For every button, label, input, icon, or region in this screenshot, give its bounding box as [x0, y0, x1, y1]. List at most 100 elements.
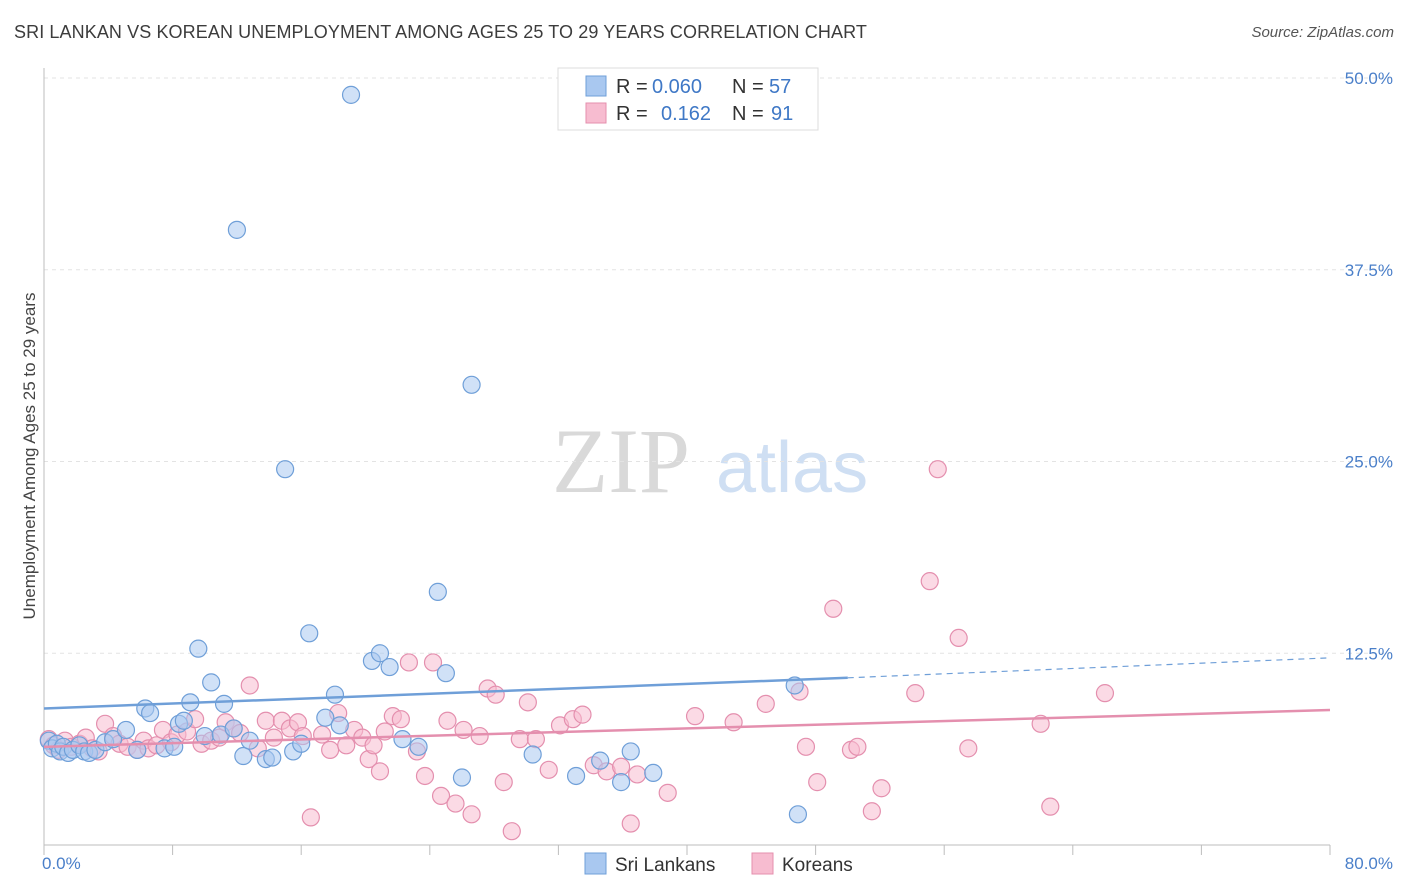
srilankan-point [227, 220, 246, 239]
stats-legend-n-label-2: N = [732, 103, 764, 125]
srilankan-point [436, 664, 455, 683]
korean-point [370, 762, 390, 781]
korean-point [658, 783, 677, 802]
korean-point [494, 773, 513, 792]
korean-point [685, 707, 705, 726]
korean-point [808, 773, 827, 792]
stats-legend-r-label-2: R = [616, 103, 648, 125]
korean-point [573, 705, 592, 724]
korean-point [462, 805, 481, 824]
series-legend-label-srilankan: Sri Lankans [615, 855, 715, 876]
watermark-atlas: atlas [716, 428, 868, 508]
srilankan-point [611, 773, 631, 792]
korean-point [256, 711, 275, 730]
srilankan-point [234, 746, 253, 766]
stats-legend-n-label-1: N = [732, 76, 764, 98]
srilankan-point [116, 720, 136, 740]
korean-point [502, 822, 521, 841]
srilankan-point [300, 624, 319, 643]
stats-legend-n-value-2: 91 [771, 103, 793, 125]
korean-point [446, 794, 465, 813]
srilankan-trendline [43, 676, 848, 710]
korean-point [920, 572, 939, 591]
stats-legend-n-value-1: 57 [769, 76, 791, 98]
korean-point [949, 628, 968, 648]
korean-point [399, 653, 419, 672]
srilankan-point [263, 748, 282, 767]
stats-legend-r-value-2: 0.162 [661, 103, 711, 125]
srilankan-point [202, 673, 221, 692]
srilankan-point [140, 703, 160, 723]
y-tick-labels: 12.5% 25.0% 37.5% 50.0% [1345, 69, 1393, 663]
chart-title: SRI LANKAN VS KOREAN UNEMPLOYMENT AMONG … [14, 22, 867, 42]
srilankan-point [189, 639, 208, 658]
x-tick-label-max: 80.0% [1345, 854, 1393, 873]
srilankan-point [566, 766, 586, 786]
korean-point [431, 786, 451, 806]
srilankan-point [523, 745, 542, 764]
srilankan-point [224, 719, 243, 738]
series-legend-swatch-srilankan [584, 852, 607, 875]
korean-point [756, 694, 775, 713]
srilankan-point [393, 730, 412, 749]
korean-point [240, 676, 259, 695]
korean-point [337, 736, 356, 755]
srilankan-point [462, 375, 481, 394]
korean-point [312, 725, 332, 744]
srilankan-point [292, 734, 311, 753]
korean-point [321, 740, 340, 759]
srilankan-point [409, 737, 428, 756]
korean-point [928, 460, 947, 479]
korean-point [824, 599, 843, 618]
srilankan-trendline-extension [847, 657, 1331, 679]
korean-point [264, 728, 283, 747]
stats-legend-swatch-korean [585, 102, 607, 124]
korean-point [628, 765, 647, 784]
x-ticks [43, 845, 1331, 855]
series-legend: Sri Lankans Koreans [584, 852, 853, 876]
korean-point [1041, 797, 1060, 816]
korean-point [391, 710, 410, 729]
korean-point [301, 808, 320, 827]
gridlines [44, 77, 1393, 654]
korean-point [423, 653, 443, 672]
srilankan-point [788, 805, 808, 824]
srilankan-point [325, 685, 345, 704]
korean-point [415, 766, 435, 786]
korean-point [872, 779, 891, 798]
korean-point [862, 802, 881, 821]
korean-trendline [43, 708, 1331, 749]
srilankan-point [165, 737, 184, 756]
stats-legend-r-value-1: 0.060 [652, 76, 702, 98]
y-tick-label: 50.0% [1345, 69, 1393, 88]
srilankan-point [316, 708, 335, 727]
srilankan-point [621, 742, 640, 761]
korean-point [959, 739, 978, 758]
korean-point [1095, 684, 1115, 703]
korean-point [470, 726, 489, 746]
y-axis-title: Unemployment Among Ages 25 to 29 years [20, 293, 39, 620]
chart-source: Source: ZipAtlas.com [1251, 24, 1394, 41]
stats-legend-r-label-1: R = [616, 76, 648, 98]
srilankan-point [276, 460, 295, 479]
srilankan-point [128, 740, 147, 759]
y-tick-label: 25.0% [1345, 453, 1393, 472]
korean-point [518, 693, 537, 712]
srilankan-point [644, 763, 663, 783]
korean-point [539, 760, 558, 779]
korean-point [611, 757, 631, 776]
korean-point [848, 737, 867, 756]
srilankan-point [428, 582, 447, 601]
srilankan-point [174, 711, 193, 730]
trendlines [43, 657, 1331, 749]
srilankan-point [214, 694, 234, 713]
srilankan-point [380, 657, 399, 677]
korean-point [621, 814, 640, 833]
y-tick-label: 12.5% [1345, 644, 1393, 663]
korean-point [364, 736, 383, 755]
srilankan-point [104, 730, 123, 749]
korean-point [486, 685, 505, 704]
srilankan-point [591, 751, 610, 770]
korean-point [796, 737, 816, 756]
